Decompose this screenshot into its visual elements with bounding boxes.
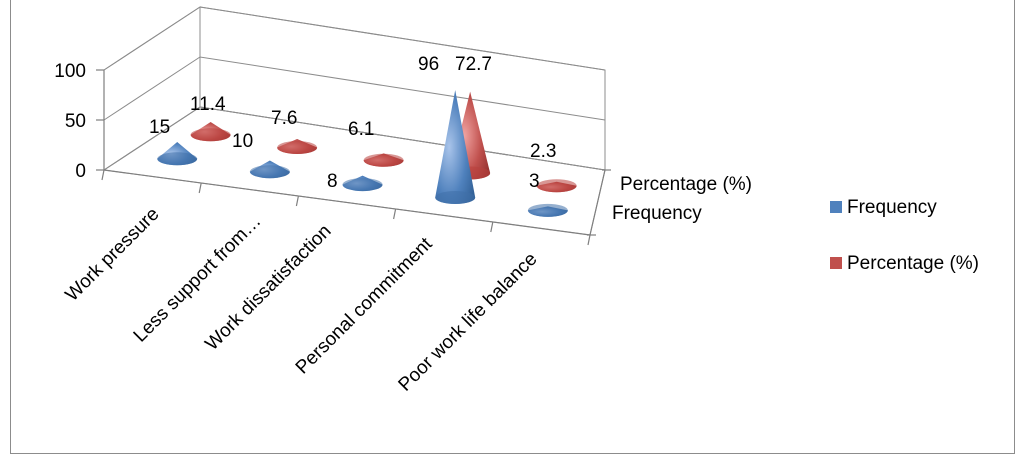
chart-labels: 0 50 100 Percentage (%) Frequency 15 10 8 96 3 11.… xyxy=(54,54,752,396)
legend-swatch-1 xyxy=(830,201,842,213)
x-tick xyxy=(587,234,591,246)
legend: Frequency Percentage (%) xyxy=(830,197,979,274)
legend-label-1: Frequency xyxy=(847,197,937,218)
x-tick xyxy=(198,182,202,194)
chart-frame xyxy=(10,0,1015,454)
cone-base-frequency-5 xyxy=(527,203,568,217)
cone-base-frequency-4 xyxy=(435,190,476,204)
data-label-frequency-4: 96 xyxy=(418,54,439,75)
cone-base-percentage-2 xyxy=(277,141,318,155)
cone-base-frequency-2 xyxy=(249,165,290,179)
x-tick xyxy=(295,195,299,207)
cone-base-percentage-1 xyxy=(190,128,231,142)
y-tick-label: 0 xyxy=(75,161,86,182)
depth-axis xyxy=(589,169,606,236)
y-tick-label: 100 xyxy=(54,61,86,82)
data-label-frequency-1: 15 xyxy=(149,117,170,138)
gridline xyxy=(103,6,606,71)
gridline xyxy=(103,56,606,121)
y-tick-label: 50 xyxy=(65,111,86,132)
cone-frequency-4 xyxy=(435,89,476,204)
x-tick xyxy=(490,221,494,233)
category-label-5: Poor work life balance xyxy=(395,249,542,396)
data-label-frequency-5: 3 xyxy=(529,171,540,192)
cone-base-percentage-5 xyxy=(536,179,577,193)
data-label-frequency-2: 10 xyxy=(232,131,253,152)
data-label-frequency-3: 8 xyxy=(327,171,338,192)
depth-label-frequency: Frequency xyxy=(612,203,702,224)
x-axis xyxy=(103,169,591,236)
legend-label-2: Percentage (%) xyxy=(847,253,979,274)
chart-marks xyxy=(157,89,577,217)
cone-base-frequency-3 xyxy=(342,178,383,192)
data-label-percentage-4: 72.7 xyxy=(455,54,492,75)
x-tick xyxy=(393,208,397,220)
data-label-percentage-2: 7.6 xyxy=(271,108,297,129)
data-label-percentage-3: 6.1 xyxy=(348,119,374,140)
x-tick xyxy=(101,169,105,181)
depth-label-percentage: Percentage (%) xyxy=(620,174,752,195)
cone-base-frequency-1 xyxy=(157,152,198,166)
cone-base-percentage-3 xyxy=(363,153,404,167)
legend-swatch-2 xyxy=(830,257,842,269)
data-label-percentage-5: 2.3 xyxy=(530,141,556,162)
category-label-1: Work pressure xyxy=(62,204,164,306)
data-label-percentage-1: 11.4 xyxy=(190,94,226,115)
